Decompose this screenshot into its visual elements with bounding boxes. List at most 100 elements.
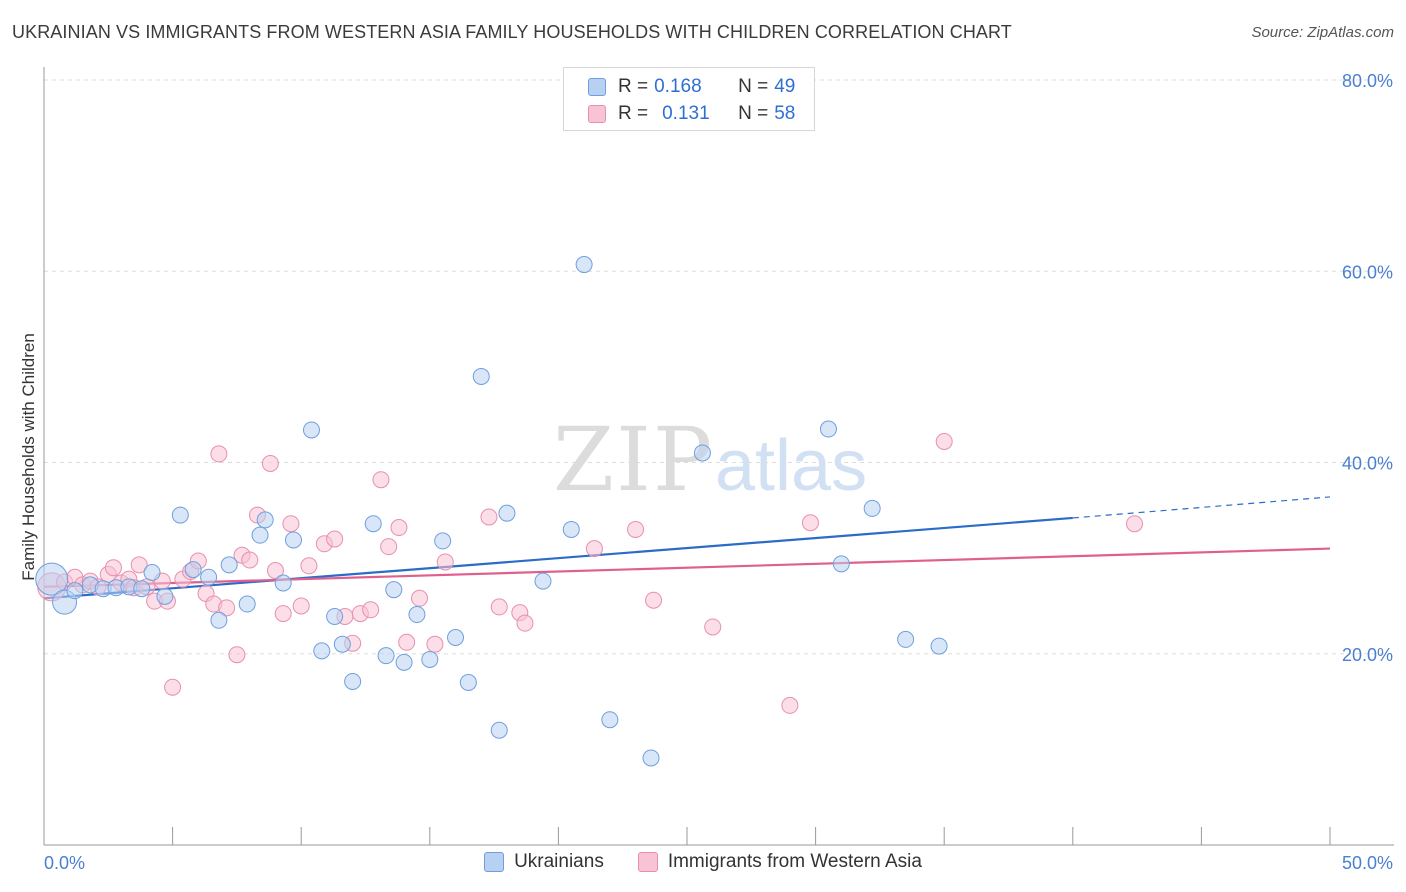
- point-immigrants-35: [326, 530, 344, 548]
- point-immigrants-55: [781, 696, 799, 714]
- point-ukrainians-35: [490, 721, 508, 739]
- y-tick-label-40: 40.0%: [1342, 454, 1393, 474]
- x-tick-label-min: 0.0%: [44, 853, 85, 873]
- point-ukrainians-47: [897, 630, 915, 648]
- point-ukrainians-39: [575, 256, 593, 274]
- series-ukrainians-points: [35, 111, 948, 767]
- point-ukrainians-11: [184, 561, 202, 579]
- point-ukrainians-45: [832, 555, 850, 573]
- point-immigrants-28: [261, 454, 279, 472]
- legend-r-value: 0.168: [654, 76, 702, 97]
- trend-line-ukrainians-projection: [1072, 496, 1331, 519]
- legend-n-value: 49: [774, 76, 796, 97]
- point-immigrants-30: [274, 605, 292, 623]
- point-immigrants-44: [411, 589, 429, 607]
- x-tick-label-max: 50.0%: [1342, 853, 1393, 873]
- watermark: ZIP atlas: [553, 408, 867, 511]
- legend-n-label: N =: [738, 76, 769, 97]
- point-immigrants-48: [490, 598, 508, 616]
- point-immigrants-7: [104, 559, 122, 577]
- point-immigrants-50: [516, 614, 534, 632]
- legend-r-label: R =: [618, 103, 649, 124]
- point-ukrainians-7: [133, 580, 151, 598]
- point-immigrants-29: [266, 562, 284, 580]
- legend-swatch-blue: [588, 78, 606, 96]
- point-ukrainians-31: [434, 532, 452, 550]
- point-ukrainians-19: [284, 531, 302, 549]
- point-ukrainians-9: [156, 587, 174, 605]
- point-immigrants-22: [210, 445, 228, 463]
- watermark-atlas: atlas: [715, 426, 867, 506]
- point-immigrants-47: [480, 508, 498, 526]
- legend-row-immigrants: R = 0.131 N = 58: [588, 101, 795, 127]
- point-ukrainians-32: [447, 628, 465, 646]
- point-immigrants-46: [436, 553, 454, 571]
- legend-item-immigrants: Immigrants from Western Asia: [637, 851, 922, 873]
- legend-swatch-ukrainians: [484, 852, 505, 872]
- point-ukrainians-36: [498, 504, 516, 522]
- point-ukrainians-48: [930, 637, 948, 655]
- point-ukrainians-22: [326, 607, 344, 625]
- trend-lines: [43, 496, 1331, 600]
- y-tick-label-80: 80.0%: [1342, 71, 1393, 91]
- point-immigrants-45: [426, 635, 444, 653]
- point-immigrants-31: [282, 515, 300, 533]
- point-immigrants-32: [292, 597, 310, 615]
- point-immigrants-58: [1126, 515, 1144, 533]
- point-immigrants-39: [362, 601, 380, 619]
- point-ukrainians-15: [238, 595, 256, 613]
- point-ukrainians-18: [274, 574, 292, 592]
- point-immigrants-42: [390, 519, 408, 537]
- point-ukrainians-33: [459, 673, 477, 691]
- watermark-zip: ZIP: [553, 408, 714, 511]
- point-ukrainians-21: [313, 642, 331, 660]
- y-axis-title: Family Households with Children: [19, 333, 38, 581]
- point-ukrainians-44: [819, 420, 837, 438]
- point-immigrants-40: [372, 471, 390, 489]
- point-ukrainians-10: [171, 506, 189, 524]
- point-immigrants-33: [300, 557, 318, 575]
- correlation-legend: R = 0.168 N = 49 R = 0.131 N = 58: [563, 67, 815, 131]
- point-immigrants-11: [130, 556, 148, 574]
- point-immigrants-54: [704, 618, 722, 636]
- legend-row-ukrainians: R = 0.168 N = 49: [588, 74, 795, 100]
- point-ukrainians-34: [472, 367, 490, 385]
- point-immigrants-16: [164, 678, 182, 696]
- point-ukrainians-13: [210, 611, 228, 629]
- point-ukrainians-46: [863, 499, 881, 517]
- point-ukrainians-28: [395, 653, 413, 671]
- point-immigrants-53: [645, 591, 663, 609]
- point-ukrainians-42: [693, 444, 711, 462]
- point-ukrainians-29: [408, 606, 426, 624]
- point-ukrainians-24: [344, 672, 362, 690]
- point-ukrainians-16: [251, 526, 269, 544]
- chart-title: UKRAINIAN VS IMMIGRANTS FROM WESTERN ASI…: [12, 22, 1012, 42]
- axes: [43, 67, 1394, 846]
- legend-n-value: 58: [774, 103, 796, 124]
- point-ukrainians-38: [562, 520, 580, 538]
- point-immigrants-43: [398, 633, 416, 651]
- point-ukrainians-40: [601, 711, 619, 729]
- point-ukrainians-37: [534, 572, 552, 590]
- point-immigrants-41: [380, 538, 398, 556]
- point-ukrainians-17: [256, 511, 274, 529]
- point-ukrainians-20: [302, 421, 320, 439]
- point-ukrainians-23: [333, 635, 351, 653]
- point-ukrainians-2: [66, 582, 84, 600]
- legend-label-immigrants: Immigrants from Western Asia: [667, 851, 922, 872]
- point-ukrainians-25: [364, 515, 382, 533]
- legend-swatch-immigrants: [637, 852, 658, 872]
- legend-r-value: 0.131: [662, 103, 710, 124]
- legend-r-label: R =: [618, 76, 649, 97]
- point-ukrainians-30: [421, 650, 439, 668]
- series-legend: Ukrainians Immigrants from Western Asia: [0, 851, 1406, 873]
- point-ukrainians-8: [143, 563, 161, 581]
- point-immigrants-57: [935, 432, 953, 450]
- legend-swatch-pink: [588, 105, 606, 123]
- point-ukrainians-27: [385, 581, 403, 599]
- y-tick-label-60: 60.0%: [1342, 262, 1393, 282]
- trend-line-ukrainians: [43, 516, 1073, 600]
- point-ukrainians-12: [200, 568, 218, 586]
- trend-line-immigrants: [43, 547, 1331, 588]
